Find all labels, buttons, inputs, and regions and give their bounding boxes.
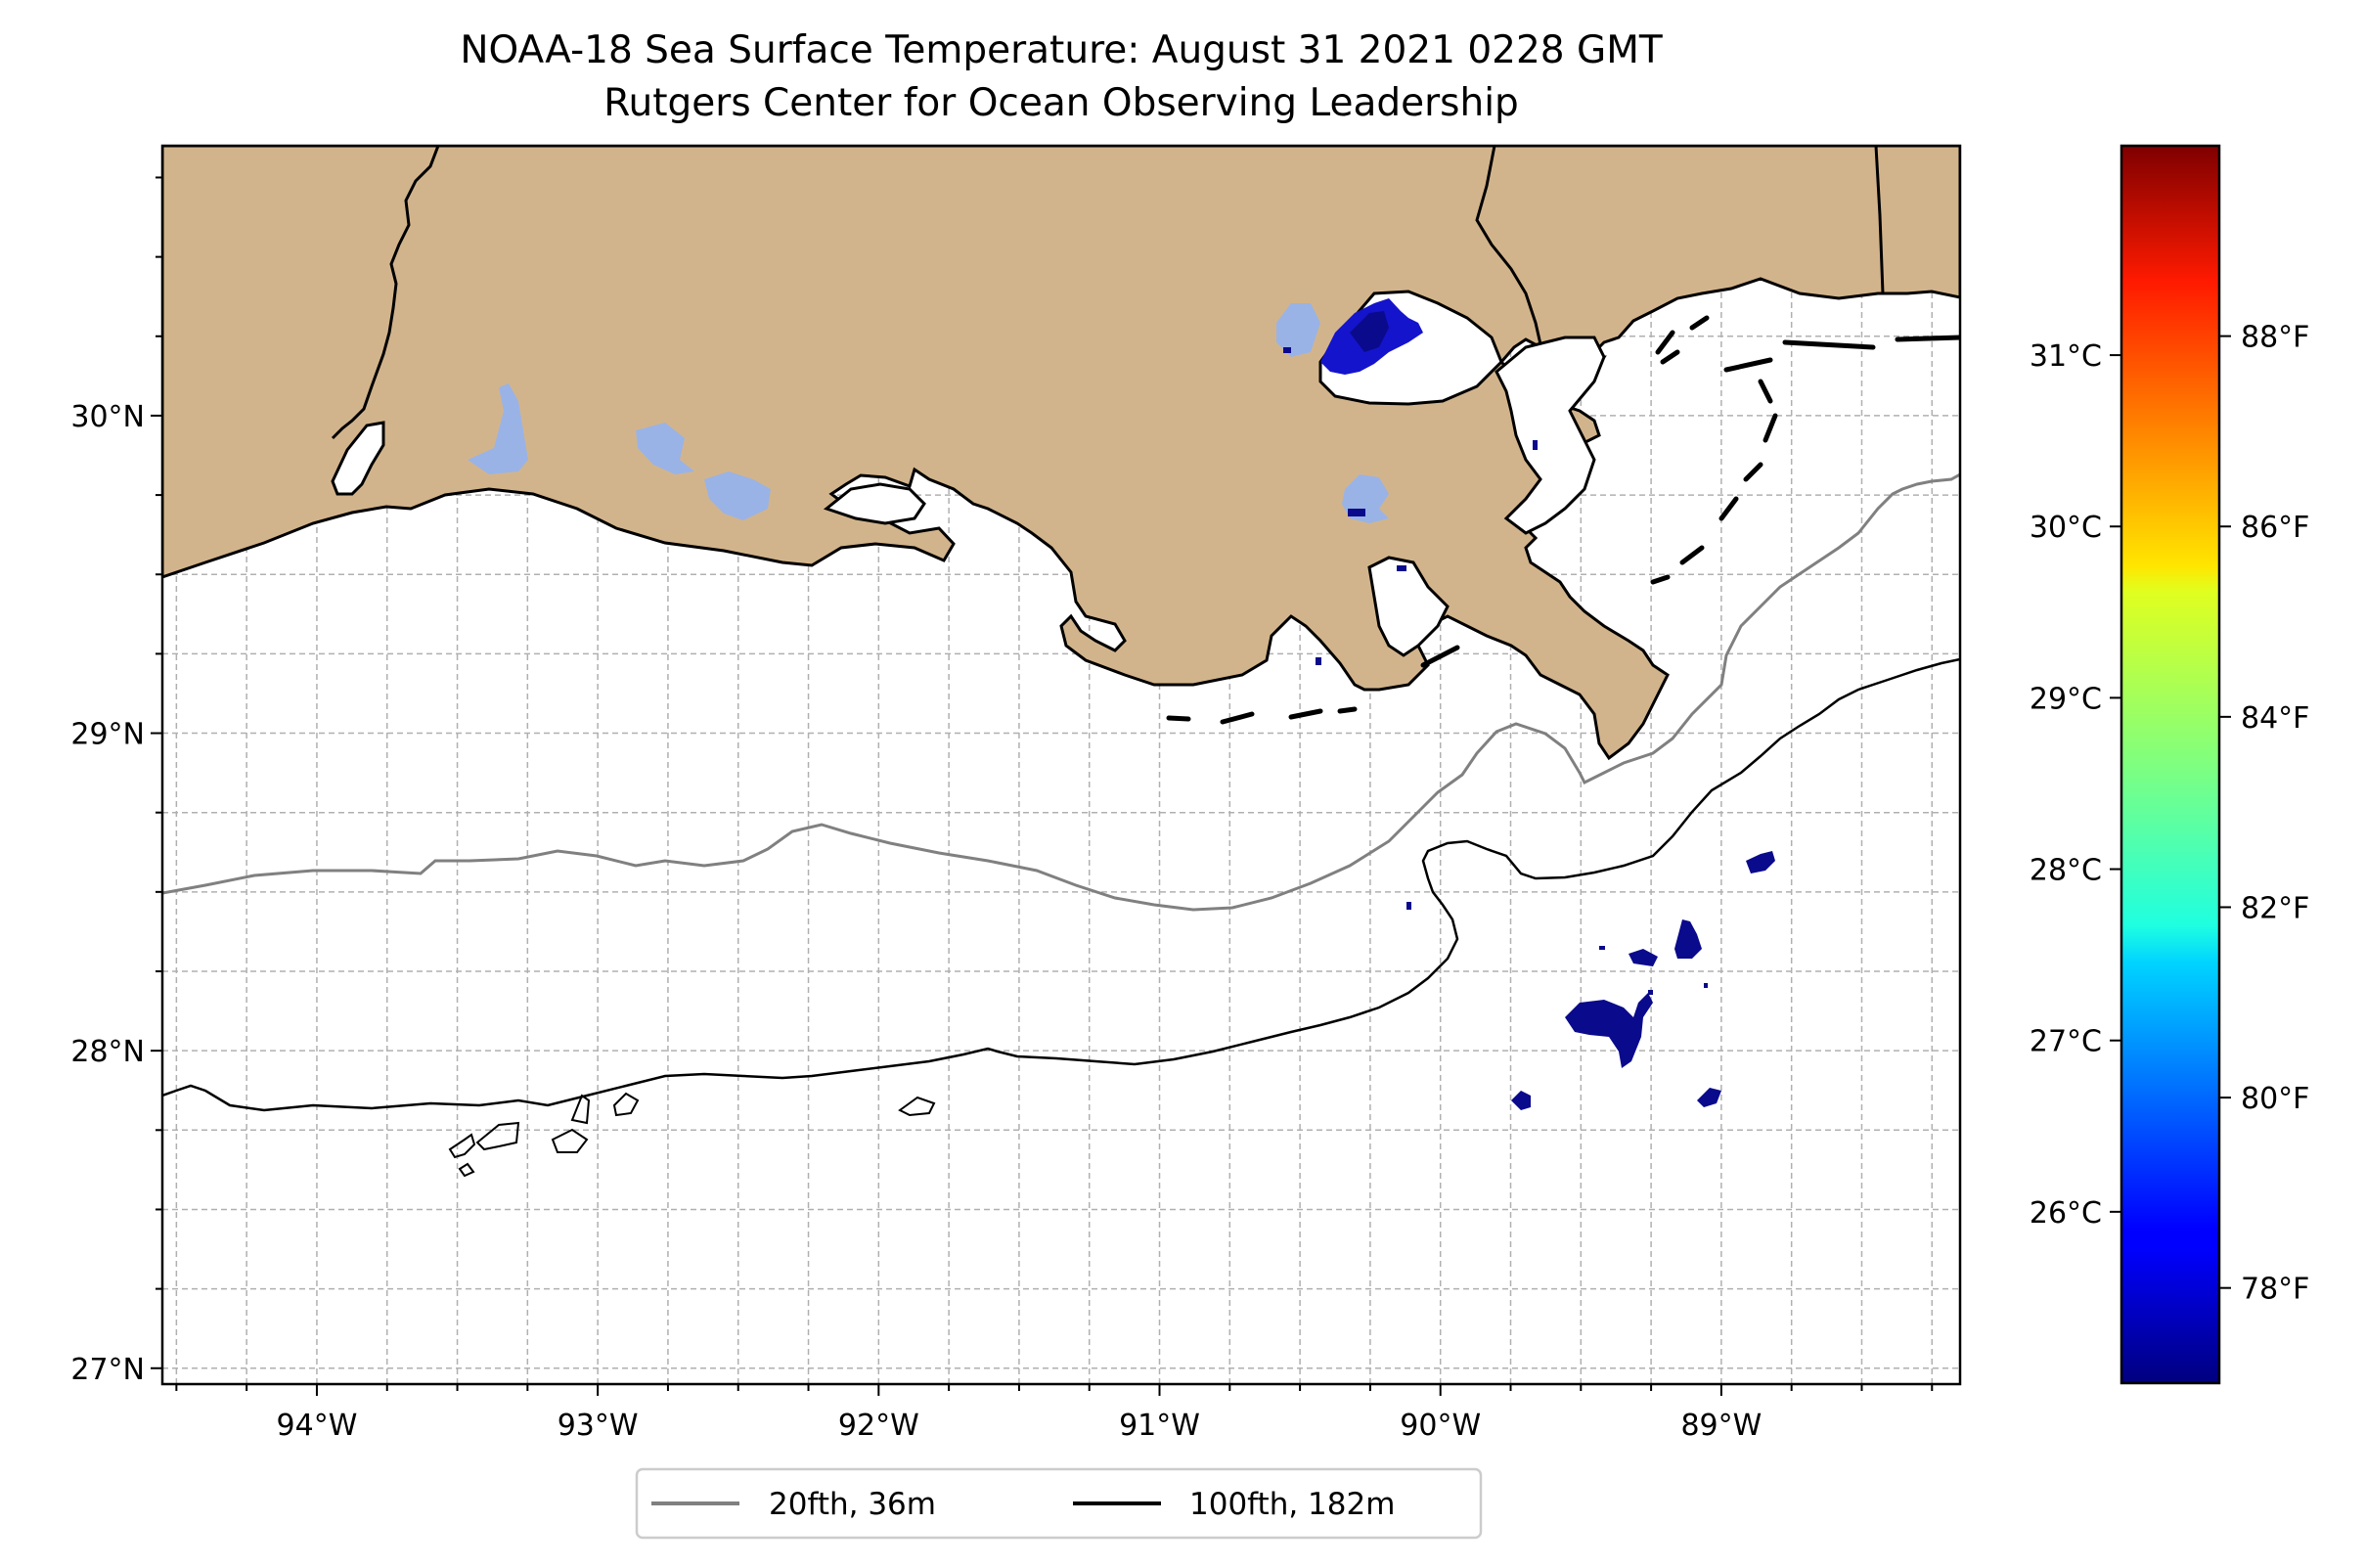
sst-patch xyxy=(1697,1088,1721,1107)
colorbar-fahrenheit-axis: 78°F 80°F 82°F 84°F 86°F 88°F xyxy=(2219,321,2309,1307)
lat-tick-label: 29°N xyxy=(70,718,145,752)
sst-patch xyxy=(1350,311,1389,352)
seamount-contours xyxy=(448,1092,936,1178)
map-frame xyxy=(160,144,1962,1386)
celsius-tick-label: 30°C xyxy=(2030,511,2102,545)
barrier-islands xyxy=(1166,315,1960,725)
lon-tick-label: 92°W xyxy=(838,1409,919,1443)
figure-title: NOAA-18 Sea Surface Temperature: August … xyxy=(460,28,1663,72)
sst-patch xyxy=(1746,851,1775,874)
lon-tick-label: 89°W xyxy=(1680,1409,1762,1443)
latitude-axis: 27°N 28°N 29°N 30°N xyxy=(70,176,162,1387)
sst-patch xyxy=(1283,347,1291,353)
fahrenheit-tick-label: 88°F xyxy=(2241,321,2309,355)
sst-patch xyxy=(1397,565,1406,571)
celsius-tick-label: 26°C xyxy=(2030,1196,2102,1231)
lon-tick-label: 94°W xyxy=(277,1409,358,1443)
breton-sound xyxy=(1495,336,1606,535)
inland-lake xyxy=(468,383,528,474)
lat-tick-label: 27°N xyxy=(70,1353,145,1387)
sst-patch xyxy=(1704,983,1708,988)
isobath-100fth xyxy=(162,657,1960,1112)
inland-lake xyxy=(1276,303,1320,357)
legend-box xyxy=(635,1467,1483,1540)
calcasieu-lake xyxy=(331,421,385,496)
inland-lake xyxy=(704,471,771,520)
fahrenheit-tick-label: 78°F xyxy=(2241,1273,2309,1307)
legend-label-100fth: 100fth, 182m xyxy=(1189,1487,1395,1522)
lon-tick-label: 93°W xyxy=(558,1409,639,1443)
celsius-tick-label: 28°C xyxy=(2030,854,2102,888)
lon-tick-label: 91°W xyxy=(1119,1409,1200,1443)
sst-patch xyxy=(1565,993,1653,1068)
colorbar-celsius-axis: 26°C 27°C 28°C 29°C 30°C 31°C xyxy=(2030,339,2121,1231)
map-panel: 94°W 93°W 92°W 91°W 90°W 89°W 27°N 28°N 29°N 30°… xyxy=(70,144,1962,1443)
lat-tick-label: 28°N xyxy=(70,1035,145,1069)
sst-patch xyxy=(1648,990,1653,995)
sst-patch xyxy=(1316,657,1321,665)
longitude-axis: 94°W 93°W 92°W 91°W 90°W 89°W xyxy=(175,1384,1934,1443)
sst-patch xyxy=(1674,919,1702,959)
fahrenheit-tick-label: 84°F xyxy=(2241,701,2309,736)
figure-subtitle: Rutgers Center for Ocean Observing Leade… xyxy=(603,81,1519,125)
celsius-tick-label: 29°C xyxy=(2030,682,2102,716)
colorbar: 26°C 27°C 28°C 29°C 30°C 31°C 78°F 80°F 82°F 84°… xyxy=(2030,144,2309,1385)
sst-patch xyxy=(1533,440,1538,450)
sst-patch xyxy=(1406,902,1411,910)
vermilion-bay xyxy=(823,482,926,525)
inland-lake xyxy=(636,423,694,474)
state-border xyxy=(331,146,440,440)
state-border xyxy=(1475,146,1542,345)
fahrenheit-tick-label: 80°F xyxy=(2241,1082,2309,1116)
sst-patch xyxy=(1629,949,1658,966)
sst-patch xyxy=(1348,509,1365,516)
celsius-tick-label: 31°C xyxy=(2030,339,2102,374)
sst-patch xyxy=(1599,946,1605,950)
lon-tick-label: 90°W xyxy=(1400,1409,1481,1443)
colorbar-gradient xyxy=(2120,144,2221,1385)
legend-label-20fth: 20fth, 36m xyxy=(769,1487,936,1522)
legend: 20fth, 36m 100fth, 182m xyxy=(635,1467,1483,1540)
isobath-20fth xyxy=(162,472,1960,912)
state-border xyxy=(1874,146,1885,294)
barataria-bay xyxy=(1367,556,1450,657)
fahrenheit-tick-label: 82°F xyxy=(2241,891,2309,925)
sst-patches xyxy=(1283,298,1775,1110)
sst-patch xyxy=(1511,1091,1531,1110)
celsius-tick-label: 27°C xyxy=(2030,1025,2102,1059)
fahrenheit-tick-label: 86°F xyxy=(2241,511,2309,545)
lat-tick-label: 30°N xyxy=(70,400,145,434)
